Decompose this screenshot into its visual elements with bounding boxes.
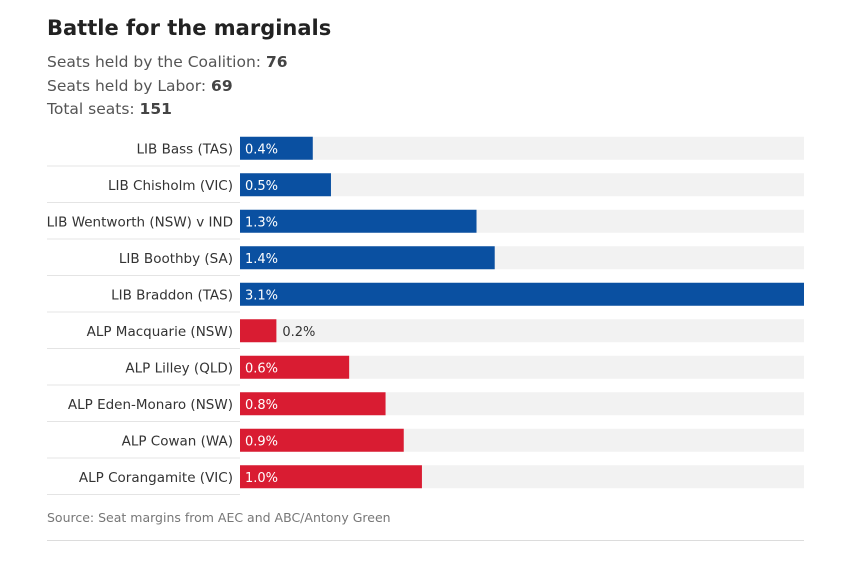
total-seats: Total seats: 151 xyxy=(47,100,172,118)
category-label: ALP Cowan (WA) xyxy=(122,433,233,449)
category-label: LIB Chisholm (VIC) xyxy=(108,178,233,194)
labor-seats: Seats held by Labor: 69 xyxy=(47,77,233,95)
bar xyxy=(240,319,277,343)
bar xyxy=(240,209,477,233)
value-label: 1.3% xyxy=(245,215,278,230)
category-label: ALP Eden-Monaro (NSW) xyxy=(68,397,233,413)
source-note: Source: Seat margins from AEC and ABC/An… xyxy=(47,510,391,525)
bar xyxy=(240,136,313,160)
bar xyxy=(240,465,422,489)
bar xyxy=(240,428,404,452)
category-label: ALP Corangamite (VIC) xyxy=(79,470,233,486)
value-label: 0.4% xyxy=(245,142,278,157)
bar-track xyxy=(240,355,804,379)
category-label: LIB Wentworth (NSW) v IND xyxy=(47,214,233,230)
value-label: 0.2% xyxy=(282,325,315,340)
value-label: 0.5% xyxy=(245,179,278,194)
bar-track xyxy=(240,319,804,343)
bar xyxy=(240,173,331,197)
value-label: 0.8% xyxy=(245,398,278,413)
divider xyxy=(47,540,804,541)
value-label: 0.9% xyxy=(245,434,278,449)
bar xyxy=(240,392,386,416)
category-label: LIB Braddon (TAS) xyxy=(111,287,233,303)
category-label: LIB Boothby (SA) xyxy=(119,251,233,267)
bar xyxy=(240,246,495,270)
value-label: 0.6% xyxy=(245,361,278,376)
category-label: LIB Bass (TAS) xyxy=(137,141,233,157)
bar xyxy=(240,282,804,306)
category-label: ALP Lilley (QLD) xyxy=(125,360,233,376)
coalition-seats: Seats held by the Coalition: 76 xyxy=(47,53,288,71)
bar xyxy=(240,355,350,379)
bar-track xyxy=(240,136,804,160)
category-label: ALP Macquarie (NSW) xyxy=(87,324,233,340)
value-label: 1.4% xyxy=(245,252,278,267)
chart-title: Battle for the marginals xyxy=(47,16,332,40)
value-label: 3.1% xyxy=(245,288,278,303)
value-label: 1.0% xyxy=(245,471,278,486)
bar-track xyxy=(240,173,804,197)
